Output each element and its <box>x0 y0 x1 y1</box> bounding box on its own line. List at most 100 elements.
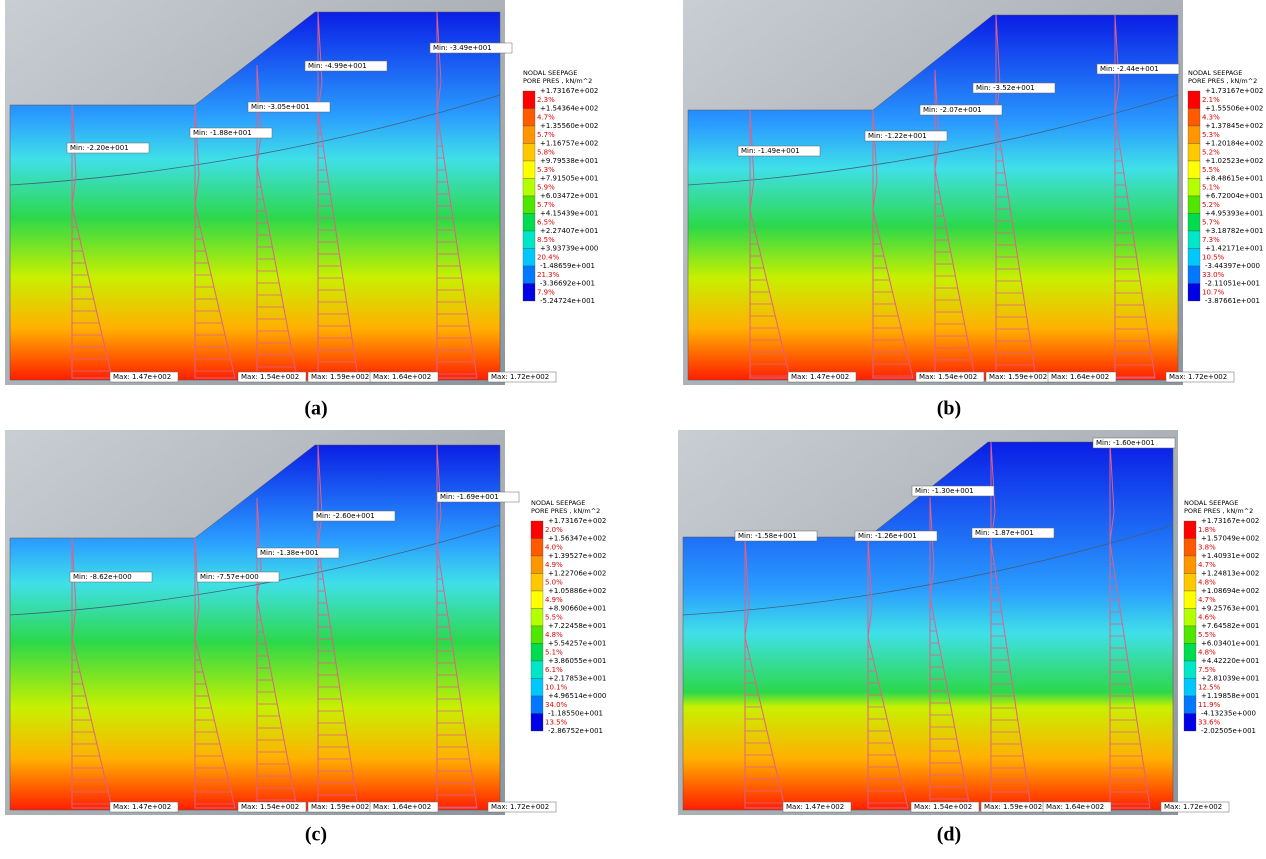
legend-level: -2.86752e+001 <box>548 727 603 735</box>
legend-level: -1.18550e+001 <box>548 710 603 718</box>
max-label: Max: 1.64e+002 <box>1051 373 1109 381</box>
legend-band <box>530 625 544 644</box>
legend-level: +1.16757e+002 <box>540 140 598 148</box>
legend-title: NODAL SEEPAGE <box>1184 499 1238 507</box>
legend-level: +8.90660e+001 <box>548 605 606 613</box>
legend-percent: 7.9% <box>537 288 555 296</box>
min-label-box <box>256 547 340 559</box>
legend-level: -3.44397e+000 <box>1205 262 1260 270</box>
min-label: Min: -1.60e+001 <box>1096 439 1155 447</box>
max-label-box <box>369 371 439 383</box>
legend-percent: 21.3% <box>537 271 560 279</box>
legend-band <box>1187 125 1201 144</box>
pressure-profile <box>194 104 236 379</box>
legend-band <box>522 213 536 232</box>
min-label: Min: -1.26e+001 <box>858 532 917 540</box>
max-label: Max: 1.47e+002 <box>791 373 849 381</box>
max-label: Max: 1.59e+002 <box>311 803 369 811</box>
min-label: Min: -7.57e+000 <box>200 573 259 581</box>
max-label: Max: 1.72e+002 <box>491 803 549 811</box>
max-label: Max: 1.59e+002 <box>989 373 1047 381</box>
legend-percent: 4.8% <box>1198 578 1216 586</box>
min-label-box <box>436 491 520 503</box>
min-label-box <box>247 101 331 113</box>
max-label-box <box>910 801 980 813</box>
min-label-box <box>734 530 818 542</box>
legend-band <box>522 143 536 162</box>
max-label: Max: 1.72e+002 <box>1169 373 1227 381</box>
pressure-profile <box>194 537 236 809</box>
legend-title: PORE PRES , kN/m^2 <box>1188 77 1257 85</box>
min-label-box <box>854 530 938 542</box>
legend-band <box>1183 590 1197 609</box>
legend-percent: 33.0% <box>1202 271 1225 279</box>
legend-percent: 7.5% <box>1198 666 1216 674</box>
legend-level: +1.05886e+002 <box>548 587 606 595</box>
legend-band <box>522 160 536 179</box>
panel-caption: (c) <box>305 824 327 846</box>
legend-level: +2.17853e+001 <box>548 675 606 683</box>
legend-percent: 2.3% <box>537 96 555 104</box>
legend-level: -2.11051e+001 <box>1205 280 1260 288</box>
legend-percent: 6.5% <box>537 218 555 226</box>
legend-band <box>1187 143 1201 162</box>
pressure-profile <box>1109 441 1151 809</box>
legend-level: +1.19858e+001 <box>1201 692 1259 700</box>
max-label-box <box>787 371 857 383</box>
max-label: Max: 1.64e+002 <box>1046 803 1104 811</box>
legend-percent: 5.7% <box>537 201 555 209</box>
legend-level: +1.40931e+002 <box>1201 552 1259 560</box>
max-label-box <box>1047 371 1117 383</box>
legend-percent: 7.3% <box>1202 236 1220 244</box>
legend-band <box>1183 520 1197 539</box>
legend-percent: 4.8% <box>1198 648 1216 656</box>
min-label-box <box>66 142 150 154</box>
min-label: Min: -8.62e+000 <box>73 573 132 581</box>
min-label-box <box>304 60 388 72</box>
legend-title: NODAL SEEPAGE <box>1188 69 1242 77</box>
pressure-profile <box>934 69 976 379</box>
min-label-box <box>971 527 1055 539</box>
min-label-box <box>196 571 280 583</box>
max-label: Max: 1.54e+002 <box>919 373 977 381</box>
legend-percent: 11.9% <box>1198 701 1221 709</box>
min-label-box <box>69 571 153 583</box>
max-label: Max: 1.54e+002 <box>914 803 972 811</box>
legend-band <box>1187 90 1201 109</box>
legend-band <box>522 178 536 197</box>
pressure-profile <box>317 444 359 809</box>
min-label-box <box>911 485 995 497</box>
legend-percent: 5.2% <box>1202 201 1220 209</box>
min-label-box <box>972 82 1056 94</box>
max-label-box <box>782 801 852 813</box>
legend-percent: 3.8% <box>1198 543 1216 551</box>
legend-level: +1.20184e+002 <box>1205 140 1263 148</box>
legend-band <box>522 108 536 127</box>
legend-percent: 2.0% <box>545 526 563 534</box>
min-label: Min: -1.58e+001 <box>738 532 797 540</box>
max-label: Max: 1.47e+002 <box>786 803 844 811</box>
legend-level: +2.81039e+001 <box>1201 675 1259 683</box>
legend-level: -1.48659e+001 <box>540 262 595 270</box>
legend-level: -3.36692e+001 <box>540 280 595 288</box>
legend-band <box>1187 108 1201 127</box>
min-label: Min: -4.99e+001 <box>308 62 367 70</box>
legend-level: +1.56347e+002 <box>548 535 606 543</box>
legend-percent: 13.5% <box>545 718 568 726</box>
legend-band <box>522 248 536 267</box>
legend-title: PORE PRES , kN/m^2 <box>531 507 600 515</box>
legend-title: PORE PRES , kN/m^2 <box>1184 507 1253 515</box>
legend-level: +1.35560e+002 <box>540 122 598 130</box>
legend-band <box>1187 178 1201 197</box>
legend-level: +1.22706e+002 <box>548 570 606 578</box>
max-label: Max: 1.54e+002 <box>241 373 299 381</box>
min-label: Min: -3.49e+001 <box>433 44 492 52</box>
min-label: Min: -1.87e+001 <box>975 529 1034 537</box>
legend-level: +4.42220e+001 <box>1201 657 1259 665</box>
legend-band <box>1187 195 1201 214</box>
min-label: Min: -1.69e+001 <box>440 493 499 501</box>
pressure-profile <box>744 536 786 809</box>
phreatic-line <box>9 524 501 616</box>
legend-level: +7.22458e+001 <box>548 622 606 630</box>
